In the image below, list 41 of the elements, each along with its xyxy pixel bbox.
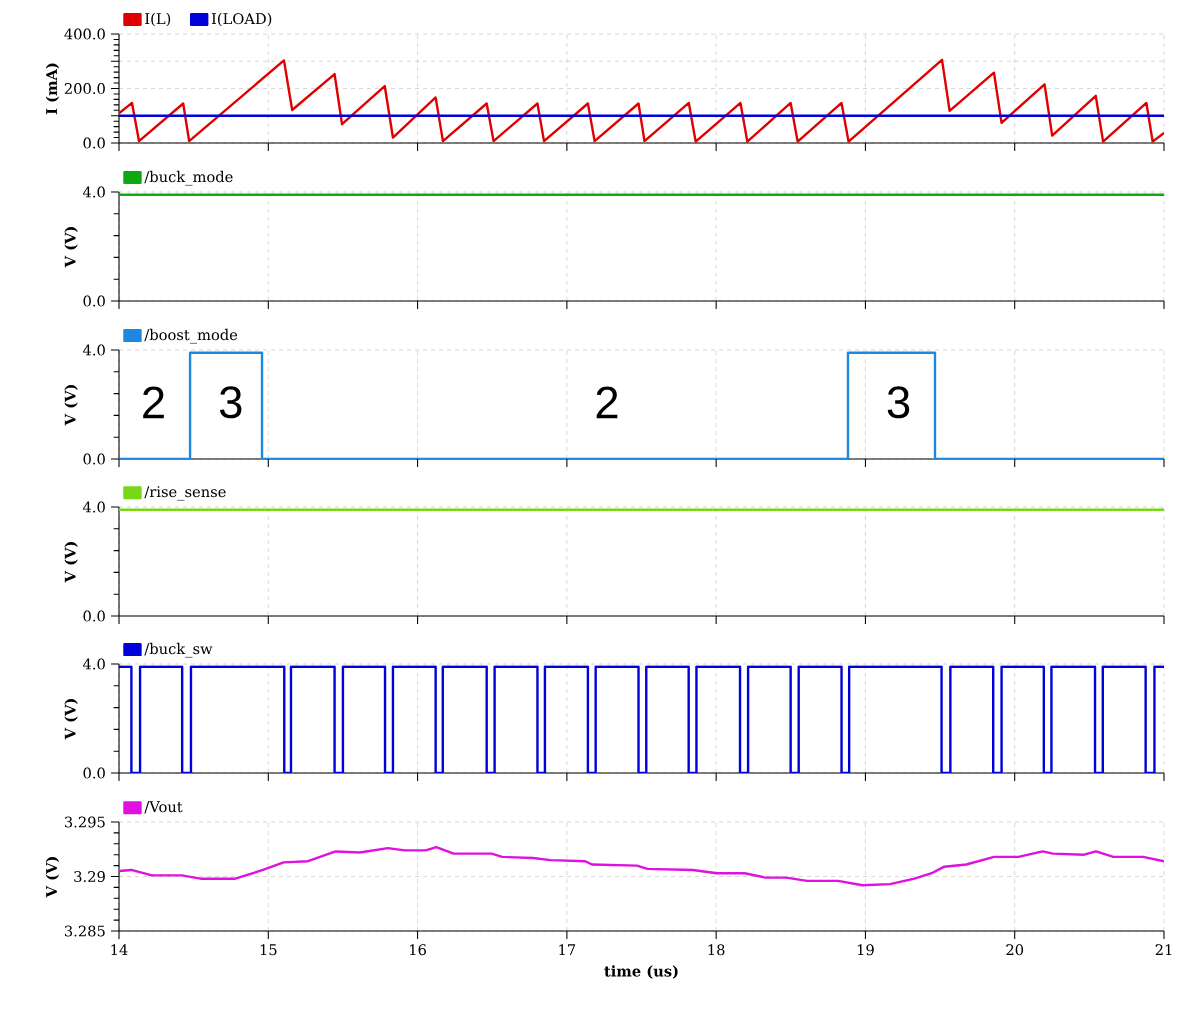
legend-label: /boost_mode — [144, 328, 238, 344]
y-tick-label: 0.0 — [83, 453, 105, 465]
y-tick-label: 0.0 — [83, 610, 105, 622]
y-tick-label: 200.0 — [64, 82, 105, 95]
legend-label: I(L) — [145, 12, 171, 27]
annotation: 2 — [143, 386, 164, 419]
annotation: 3 — [219, 386, 242, 419]
line-series — [119, 845, 1164, 887]
y-axis-title: V (V) — [64, 227, 78, 268]
legend-label: /rise_sense — [144, 486, 226, 501]
y-tick-label: 0.0 — [83, 767, 105, 779]
legend-label: /buck_mode — [144, 170, 233, 186]
y-tick-label: 4.0 — [82, 501, 105, 513]
y-tick-label: 0.0 — [83, 295, 105, 307]
x-tick-label: 19 — [857, 944, 874, 956]
x-tick-label: 15 — [260, 944, 277, 956]
annotation: 2 — [596, 386, 618, 419]
x-tick-label: 17 — [559, 944, 576, 956]
legend-label: /buck_sw — [144, 642, 213, 658]
y-tick-label: 4.0 — [82, 186, 105, 198]
y-axis-title: V (V) — [64, 385, 78, 426]
x-tick-label: 14 — [111, 944, 128, 956]
y-tick-label: 3.285 — [64, 925, 105, 937]
y-tick-label: 400.0 — [64, 28, 105, 40]
x-tick-label: 16 — [410, 944, 426, 956]
legend-label: /Vout — [144, 801, 183, 814]
legend-label: I(LOAD) — [211, 12, 272, 27]
y-axis-title: V (V) — [64, 699, 78, 740]
x-tick-label: 18 — [708, 944, 725, 956]
x-axis-title: time (us) — [604, 965, 678, 979]
x-tick-label: 20 — [1006, 944, 1024, 956]
y-axis-title: V (V) — [45, 857, 60, 898]
y-axis-title: I (mA) — [45, 63, 60, 115]
y-tick-label: 4.0 — [82, 658, 105, 670]
annotation: 3 — [887, 386, 910, 419]
y-tick-label: 3.29 — [74, 870, 105, 883]
y-tick-label: 4.0 — [82, 344, 105, 356]
y-axis-title: V (V) — [64, 542, 78, 583]
y-tick-label: 0.0 — [83, 137, 105, 149]
y-tick-label: 3.295 — [64, 816, 105, 828]
x-tick-label: 21 — [1155, 944, 1172, 956]
